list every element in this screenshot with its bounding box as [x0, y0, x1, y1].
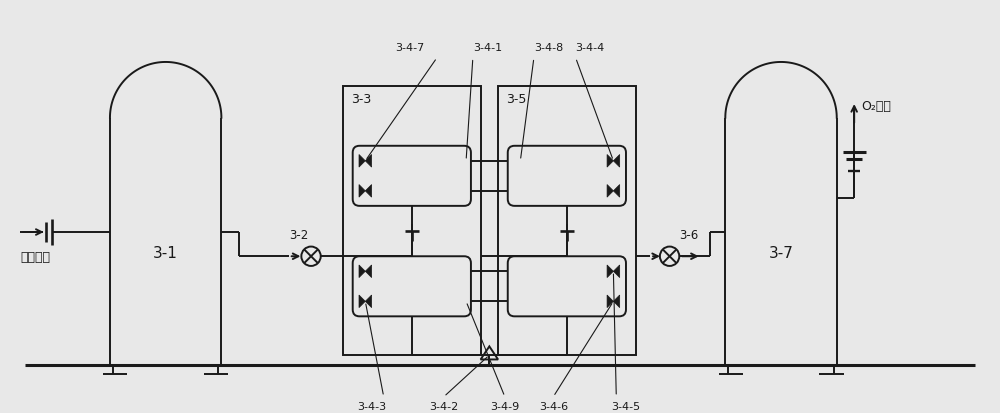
Polygon shape [613, 154, 620, 167]
Text: 3-4-6: 3-4-6 [539, 401, 568, 412]
Text: 3-4-2: 3-4-2 [429, 401, 458, 412]
Text: 压缩空气: 压缩空气 [20, 252, 50, 264]
Polygon shape [365, 154, 372, 167]
Text: 3-2: 3-2 [289, 229, 308, 242]
Text: 3-1: 3-1 [153, 246, 178, 261]
Text: 3-3: 3-3 [351, 93, 371, 107]
Text: 3-4-4: 3-4-4 [576, 43, 605, 53]
Text: 3-5: 3-5 [506, 93, 526, 107]
Polygon shape [613, 265, 620, 278]
Polygon shape [607, 295, 613, 308]
Text: 3-4-7: 3-4-7 [395, 43, 424, 53]
Polygon shape [613, 295, 620, 308]
Text: 3-4-9: 3-4-9 [490, 401, 519, 412]
Bar [343, 85, 481, 355]
Text: 3-4-1: 3-4-1 [473, 43, 502, 53]
Text: 3-4-8: 3-4-8 [534, 43, 563, 53]
Polygon shape [607, 185, 613, 197]
Text: 3-7: 3-7 [769, 246, 793, 261]
Text: 3-4-3: 3-4-3 [358, 401, 387, 412]
Polygon shape [365, 295, 372, 308]
Polygon shape [359, 154, 365, 167]
Text: 3-6: 3-6 [679, 229, 699, 242]
Polygon shape [359, 295, 365, 308]
Text: 3-4-5: 3-4-5 [611, 401, 641, 412]
Polygon shape [607, 154, 613, 167]
Polygon shape [607, 265, 613, 278]
Text: O₂氧气: O₂氧气 [861, 100, 891, 113]
Polygon shape [359, 265, 365, 278]
Polygon shape [613, 185, 620, 197]
Polygon shape [359, 185, 365, 197]
Polygon shape [365, 185, 372, 197]
Bar [498, 85, 636, 355]
Polygon shape [365, 265, 372, 278]
